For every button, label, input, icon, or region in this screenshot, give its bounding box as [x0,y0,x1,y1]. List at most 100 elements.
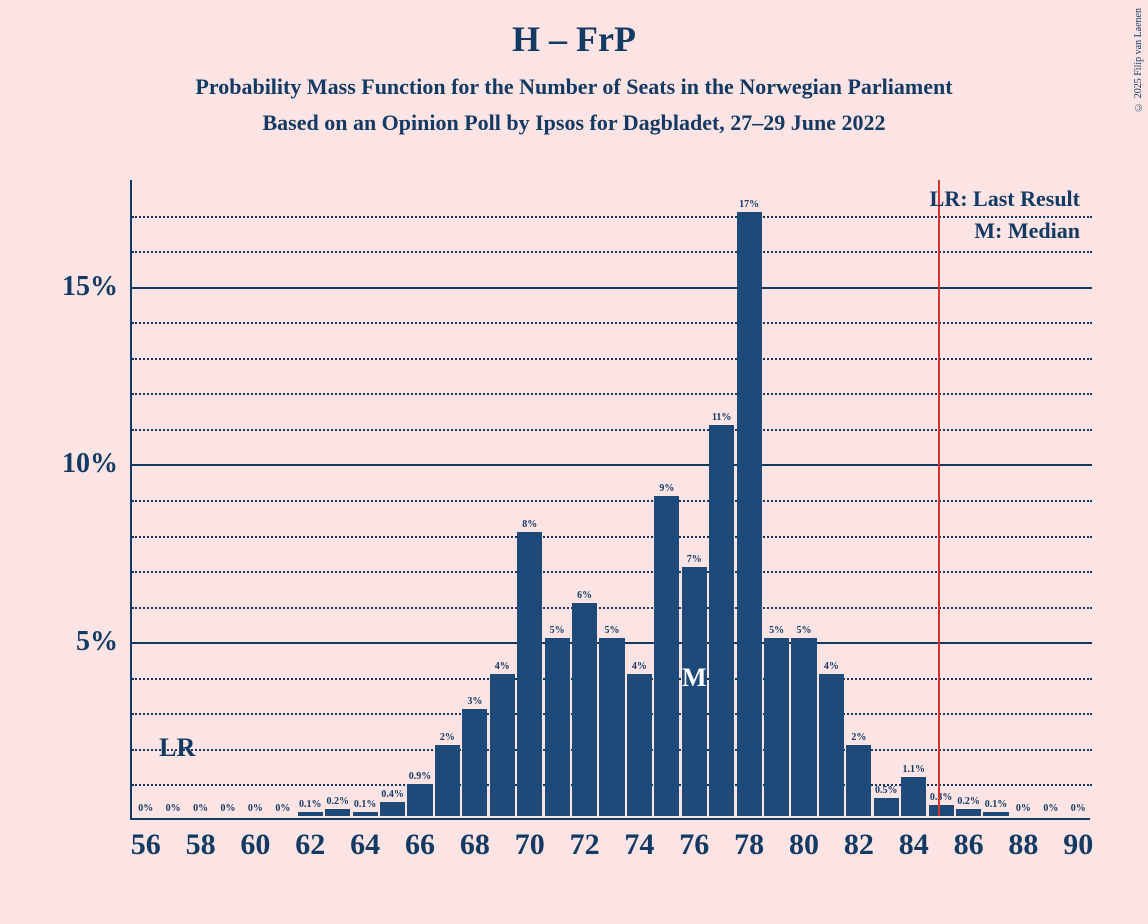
gridline [132,287,1092,289]
gridline [132,536,1092,538]
bar-value-label: 0.2% [957,796,980,807]
x-tick-label: 80 [789,828,819,862]
chart-subtitle: Probability Mass Function for the Number… [0,60,1148,100]
bar [325,809,350,816]
bar [654,496,679,816]
chart-title: H – FrP [0,0,1148,60]
gridline [132,393,1092,395]
x-tick-label: 68 [460,828,490,862]
bar-value-label: 2% [851,732,866,743]
gridline [132,322,1092,324]
median-marker: M [682,663,707,693]
bar-value-label: 5% [769,625,784,636]
x-tick-label: 90 [1063,828,1093,862]
chart-subtitle2: Based on an Opinion Poll by Ipsos for Da… [0,100,1148,136]
bar-value-label: 7% [687,554,702,565]
bar-value-label: 0% [275,803,290,814]
legend-last-result: LR: Last Result [930,186,1080,212]
x-tick-label: 60 [240,828,270,862]
majority-line [938,180,940,816]
bar-value-label: 9% [659,483,674,494]
bar [983,812,1008,816]
gridline [132,607,1092,609]
x-tick-label: 84 [899,828,929,862]
bar-value-label: 5% [797,625,812,636]
bar [517,532,542,816]
x-tick-label: 82 [844,828,874,862]
bar-value-label: 2% [440,732,455,743]
bar-value-label: 0.1% [985,799,1008,810]
bar [709,425,734,816]
bar [791,638,816,816]
gridline [132,464,1092,466]
bar-value-label: 0.3% [930,792,953,803]
x-tick-label: 62 [295,828,325,862]
bar-value-label: 0% [1043,803,1058,814]
bar-value-label: 0.9% [409,771,432,782]
bar-value-label: 0.2% [326,796,349,807]
bar-value-label: 0.4% [381,789,404,800]
gridline [132,571,1092,573]
bar [353,812,378,816]
bar-value-label: 0% [221,803,236,814]
bar [407,784,432,816]
bar-value-label: 17% [739,199,759,210]
last-result-marker: LR [159,733,195,763]
legend-median: M: Median [974,218,1080,244]
y-tick-label: 5% [28,626,118,658]
bar-value-label: 4% [495,661,510,672]
bar-value-label: 5% [605,625,620,636]
bar [901,777,926,816]
bar-value-label: 0% [1071,803,1086,814]
bar-value-label: 0% [248,803,263,814]
bar-value-label: 5% [550,625,565,636]
bar-value-label: 6% [577,590,592,601]
bar [737,212,762,816]
gridline [132,429,1092,431]
x-tick-label: 72 [570,828,600,862]
bar-value-label: 1.1% [902,764,925,775]
bar-value-label: 0% [138,803,153,814]
x-tick-label: 74 [624,828,654,862]
bar-value-label: 0.1% [354,799,377,810]
x-tick-label: 78 [734,828,764,862]
x-tick-label: 88 [1008,828,1038,862]
bar-value-label: 4% [824,661,839,672]
bar [874,798,899,816]
bar-value-label: 0% [166,803,181,814]
bar [490,674,515,816]
bar-value-label: 11% [712,412,731,423]
bar [929,805,954,816]
bar-value-label: 4% [632,661,647,672]
x-tick-label: 76 [679,828,709,862]
y-tick-label: 10% [28,448,118,480]
x-tick-label: 64 [350,828,380,862]
chart-area: 5%10%15%56586062646668707274767880828486… [130,180,1090,820]
bar [435,745,460,816]
bar [846,745,871,816]
bar-value-label: 0.5% [875,785,898,796]
bar [462,709,487,816]
plot-region: 5%10%15%56586062646668707274767880828486… [130,180,1090,820]
gridline [132,500,1092,502]
bar-value-label: 3% [467,696,482,707]
x-tick-label: 56 [131,828,161,862]
bar-value-label: 0% [1016,803,1031,814]
y-tick-label: 15% [28,271,118,303]
x-tick-label: 66 [405,828,435,862]
bar [627,674,652,816]
gridline [132,251,1092,253]
x-tick-label: 86 [954,828,984,862]
x-tick-label: 70 [515,828,545,862]
bar [764,638,789,816]
bar-value-label: 8% [522,519,537,530]
bar [380,802,405,816]
bar [545,638,570,816]
copyright-text: © 2025 Filip van Laenen [1133,8,1144,112]
bar [819,674,844,816]
bar [956,809,981,816]
bar [599,638,624,816]
bar-value-label: 0% [193,803,208,814]
bar [572,603,597,816]
bar-value-label: 0.1% [299,799,322,810]
